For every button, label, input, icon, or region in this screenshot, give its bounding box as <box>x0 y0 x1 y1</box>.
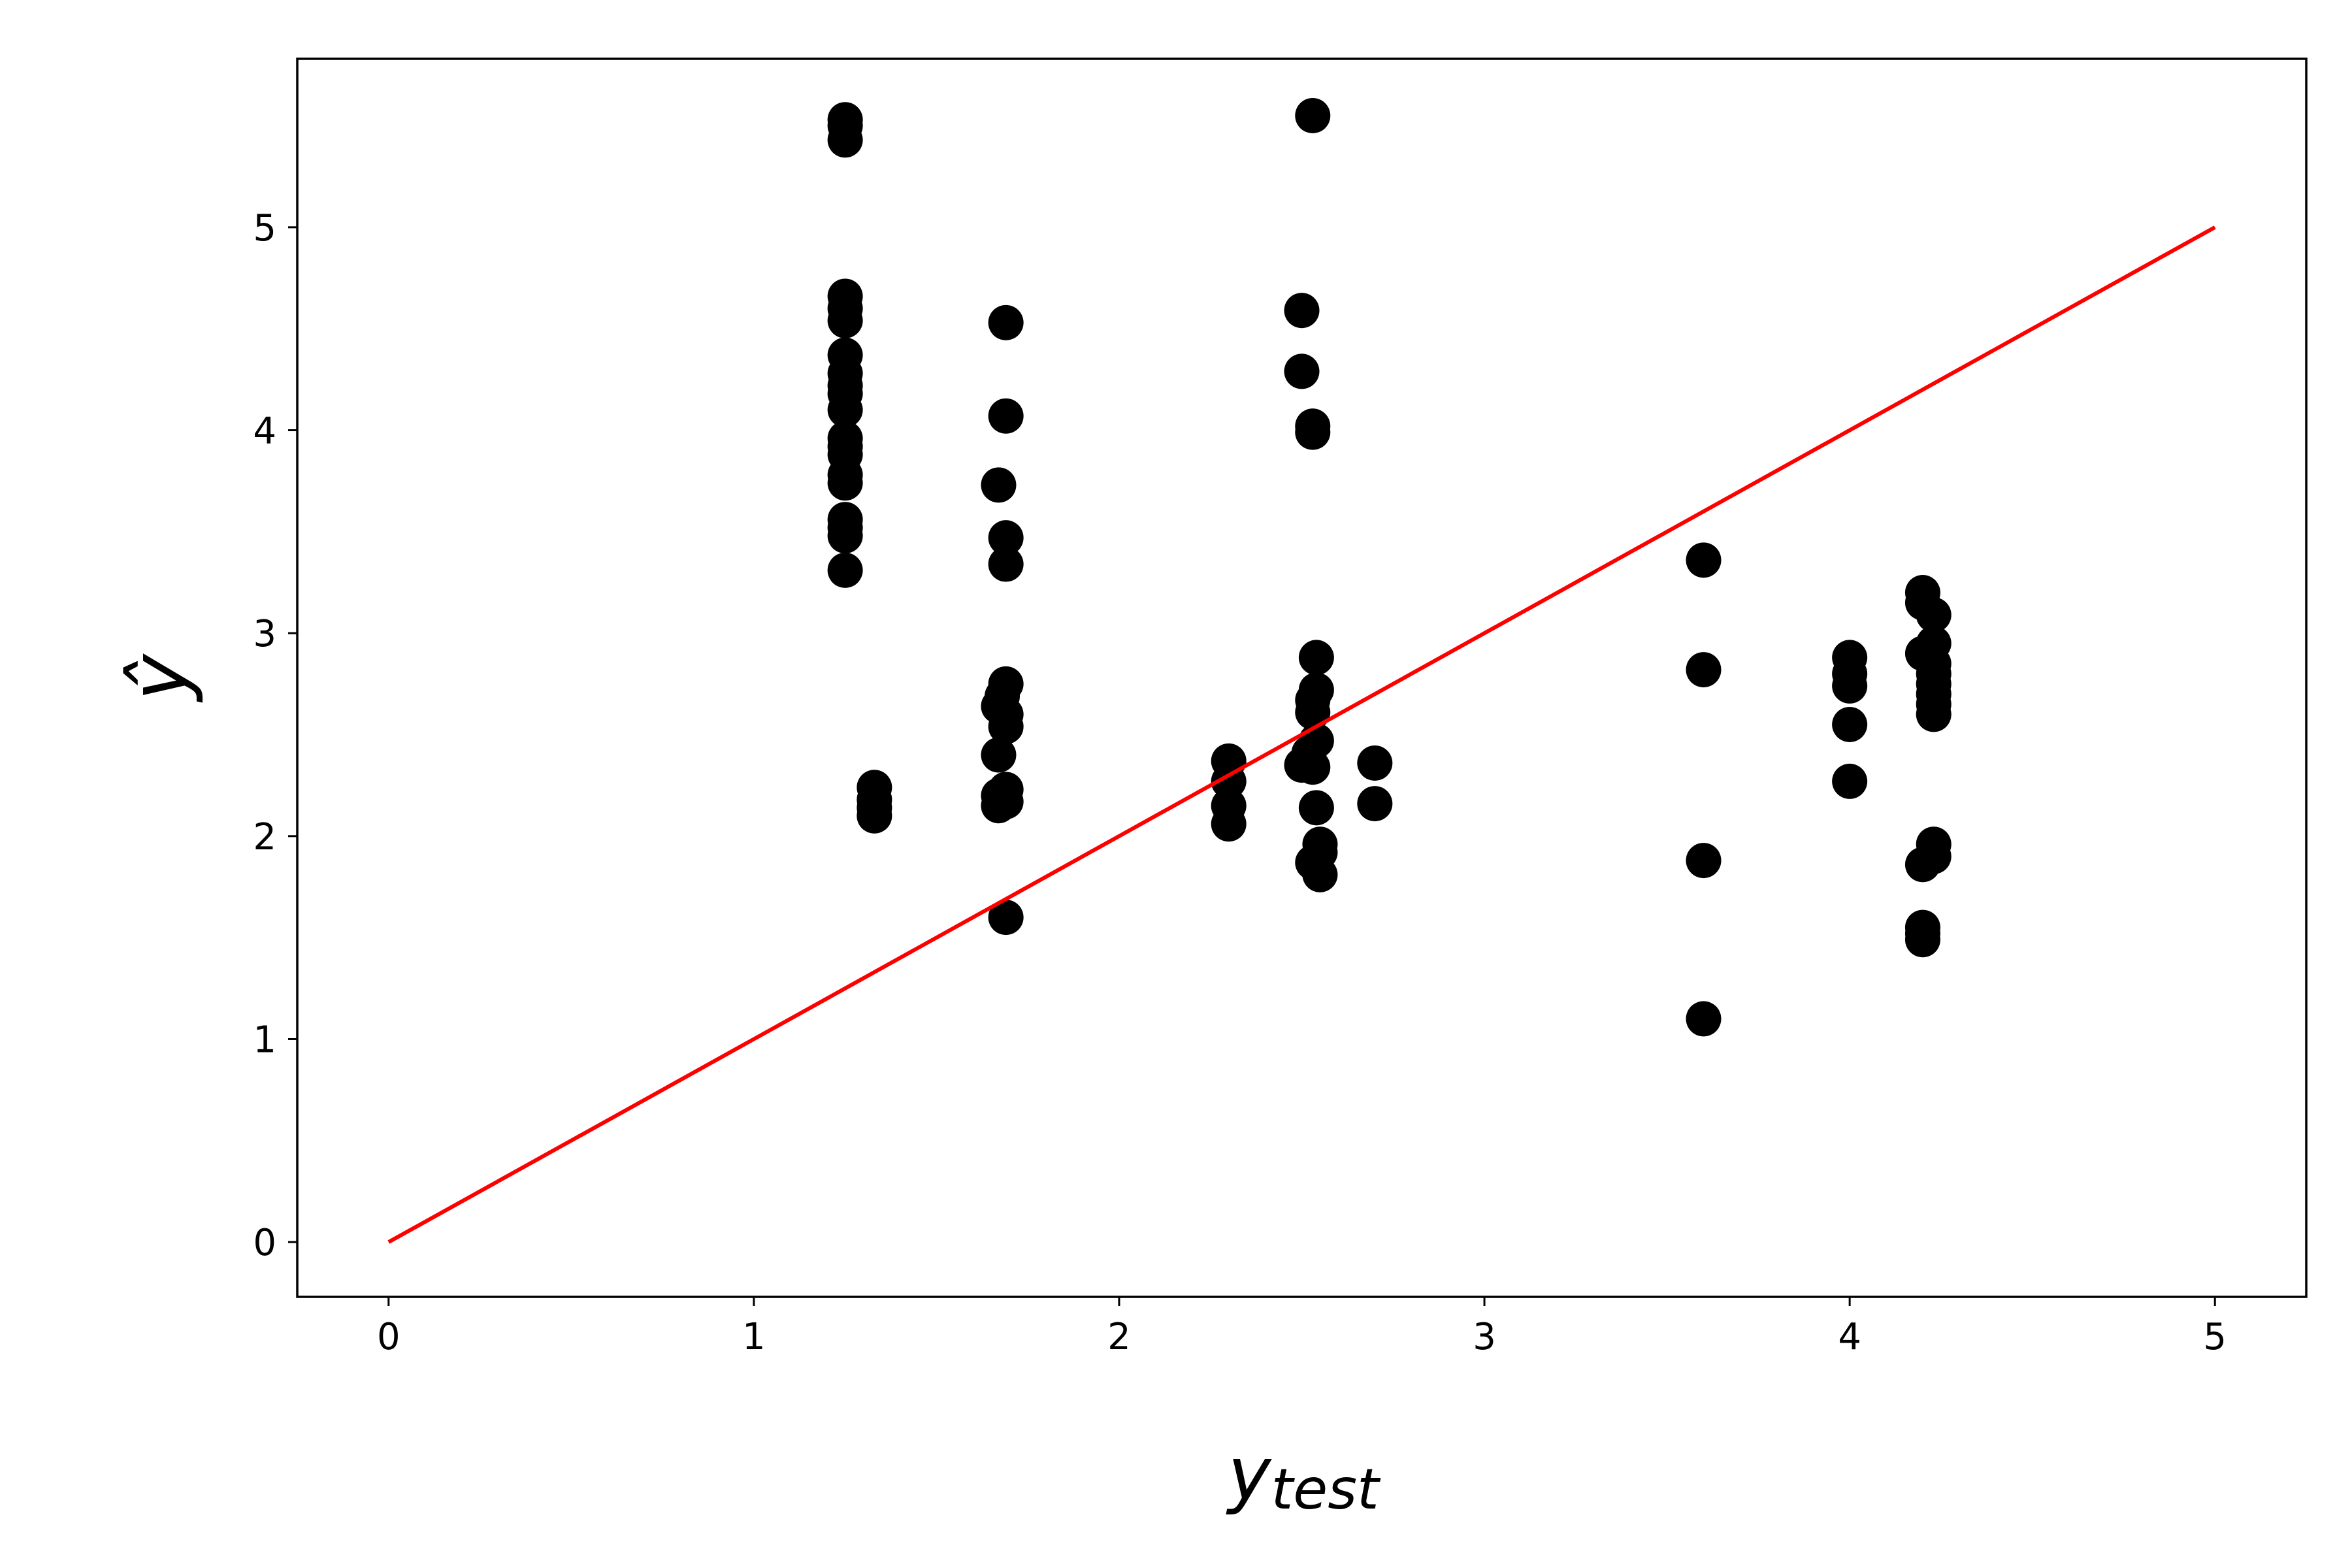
x-tick-label: 1 <box>742 1316 766 1358</box>
y-tick-label: 5 <box>253 207 276 250</box>
y-axis-title: ŷ <box>114 653 205 703</box>
data-point <box>1284 293 1320 329</box>
data-point <box>988 709 1024 745</box>
x-axis-title-subscript: test <box>1271 1457 1381 1522</box>
data-point <box>981 737 1017 773</box>
data-point <box>1298 790 1334 826</box>
data-point <box>827 302 863 338</box>
data-point <box>1904 847 1940 883</box>
data-point <box>1686 652 1722 688</box>
data-point <box>1295 97 1331 133</box>
y-tick-label: 2 <box>253 816 276 858</box>
x-tick-label: 3 <box>1473 1316 1496 1358</box>
x-tick-label: 0 <box>377 1316 400 1358</box>
y-tick-label: 0 <box>253 1222 276 1264</box>
data-point <box>1832 668 1868 704</box>
data-point <box>827 392 863 428</box>
data-point <box>1295 414 1331 450</box>
x-tick-label: 2 <box>1107 1316 1131 1358</box>
data-point <box>988 520 1024 556</box>
data-point <box>1295 749 1331 785</box>
data-point <box>1284 353 1320 389</box>
data-point <box>988 900 1024 936</box>
data-point <box>988 304 1024 340</box>
data-point <box>827 518 863 554</box>
data-point <box>1211 806 1247 842</box>
y-axis-ticks: 0 1 2 3 4 5 <box>253 207 297 1264</box>
data-point <box>981 788 1017 824</box>
data-point <box>827 465 863 501</box>
data-point <box>1686 843 1722 879</box>
data-point <box>857 798 892 834</box>
data-point <box>1357 786 1393 822</box>
x-tick-label: 5 <box>2203 1316 2227 1358</box>
plot-frame <box>296 57 2308 1298</box>
data-point <box>1686 1001 1722 1037</box>
data-point <box>827 552 863 588</box>
y-tick-label: 4 <box>253 410 276 453</box>
x-axis-title: ytest <box>1226 1432 1381 1522</box>
x-tick-label: 4 <box>1838 1316 1861 1358</box>
data-point <box>981 467 1017 503</box>
data-point <box>1916 597 1952 633</box>
data-point <box>1686 542 1722 578</box>
data-point <box>1357 745 1393 781</box>
data-point <box>827 122 863 158</box>
data-point <box>1832 706 1868 742</box>
y-tick-label: 1 <box>253 1019 276 1061</box>
identity-reference-line <box>387 225 2216 1244</box>
data-points <box>827 97 1952 1037</box>
data-point <box>1916 696 1952 732</box>
data-point <box>1832 763 1868 799</box>
y-tick-label: 3 <box>253 613 276 655</box>
data-point <box>1298 640 1334 676</box>
plot-area <box>297 59 2306 1297</box>
data-point <box>1295 694 1331 730</box>
data-point <box>1904 922 1940 958</box>
x-axis-title-main: y <box>1226 1432 1272 1517</box>
data-point <box>988 546 1024 582</box>
data-point <box>1302 857 1338 892</box>
x-axis-ticks: 0 1 2 3 4 5 <box>377 1297 2227 1358</box>
data-point <box>988 398 1024 434</box>
